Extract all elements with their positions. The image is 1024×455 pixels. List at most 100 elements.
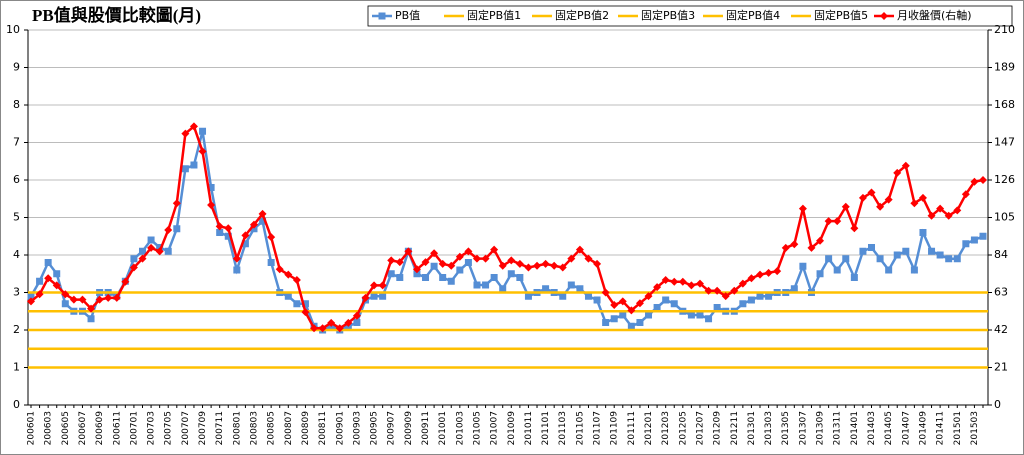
point <box>687 281 696 290</box>
point <box>644 292 653 301</box>
point <box>593 259 602 268</box>
point <box>695 279 704 288</box>
point <box>576 285 584 293</box>
x-tick-label: 201401 <box>850 411 860 445</box>
y2-tick-label: 0 <box>994 398 1001 411</box>
x-tick-label: 201107 <box>593 411 603 445</box>
x-tick-label: 200907 <box>387 411 397 445</box>
point <box>472 254 481 263</box>
point <box>250 225 258 233</box>
point <box>293 300 301 308</box>
legend-label: PB值 <box>395 9 420 22</box>
point <box>790 240 799 249</box>
point <box>910 266 918 274</box>
y2-tick-label: 105 <box>994 211 1015 224</box>
point <box>352 311 361 320</box>
point <box>790 285 798 293</box>
point <box>970 177 979 186</box>
legend-label: 月收盤價(右軸) <box>897 8 972 22</box>
point <box>507 256 516 265</box>
y2-tick-label: 210 <box>994 23 1015 36</box>
point <box>524 292 532 300</box>
point <box>893 251 901 259</box>
point <box>507 270 515 278</box>
point <box>455 252 464 261</box>
y2-tick-label: 126 <box>994 173 1015 186</box>
point <box>670 300 678 308</box>
point <box>155 247 164 256</box>
point <box>53 270 61 278</box>
x-tick-label: 201105 <box>575 411 585 445</box>
point <box>87 315 95 323</box>
x-tick-label: 200607 <box>78 411 88 445</box>
point <box>824 217 833 226</box>
point <box>842 255 850 263</box>
point <box>833 266 841 274</box>
point <box>121 277 130 286</box>
point <box>945 255 953 263</box>
x-tick-label: 201205 <box>678 411 688 445</box>
y2-tick-label: 21 <box>994 361 1008 374</box>
point <box>447 277 455 285</box>
x-tick-label: 200601 <box>27 411 37 445</box>
chart-title: PB值與股價比較圖(月) <box>32 5 201 25</box>
point <box>207 201 216 209</box>
point <box>850 274 858 281</box>
point <box>259 217 267 225</box>
point <box>199 127 207 135</box>
point <box>387 270 395 278</box>
legend-label: 固定PB值5 <box>814 8 868 22</box>
point <box>147 243 156 252</box>
point <box>859 247 867 255</box>
point <box>422 274 430 281</box>
x-tick-label: 201111 <box>627 411 637 445</box>
x-tick-label: 201003 <box>455 411 465 445</box>
point <box>482 281 490 289</box>
y2-tick-label: 147 <box>994 136 1015 149</box>
point <box>216 229 224 236</box>
point <box>927 211 936 220</box>
point <box>798 204 807 213</box>
point <box>575 245 584 254</box>
point <box>670 277 679 286</box>
x-tick-label: 200701 <box>129 411 139 445</box>
y2-tick-label: 189 <box>994 61 1015 74</box>
x-tick-label: 201103 <box>558 411 568 445</box>
x-tick-label: 201305 <box>781 411 791 445</box>
point <box>69 295 78 304</box>
x-tick-label: 201207 <box>695 411 705 445</box>
point <box>310 324 319 333</box>
point <box>430 262 438 270</box>
x-tick-label: 201101 <box>541 411 551 445</box>
point <box>284 270 293 279</box>
x-tick-label: 200611 <box>112 411 122 445</box>
point <box>396 274 404 281</box>
point <box>918 193 927 202</box>
point <box>258 209 267 218</box>
point <box>979 232 987 240</box>
point <box>267 233 276 242</box>
point <box>439 274 447 281</box>
point <box>559 292 567 300</box>
x-tick-label: 201009 <box>507 411 517 446</box>
point <box>301 300 309 308</box>
point <box>473 281 481 289</box>
point <box>721 292 730 301</box>
x-tick-label: 200711 <box>215 411 225 445</box>
point <box>130 255 138 263</box>
x-tick-label: 200707 <box>181 411 191 445</box>
x-tick-label: 200703 <box>147 411 157 445</box>
point <box>610 301 619 309</box>
point <box>344 318 353 327</box>
x-tick-label: 200911 <box>421 411 431 445</box>
point <box>524 263 533 272</box>
point <box>850 224 859 233</box>
point <box>550 261 559 270</box>
point <box>387 256 396 265</box>
point <box>164 247 172 255</box>
x-tick-label: 201201 <box>644 411 654 445</box>
point <box>610 315 618 323</box>
point <box>27 292 35 300</box>
point <box>198 147 207 156</box>
